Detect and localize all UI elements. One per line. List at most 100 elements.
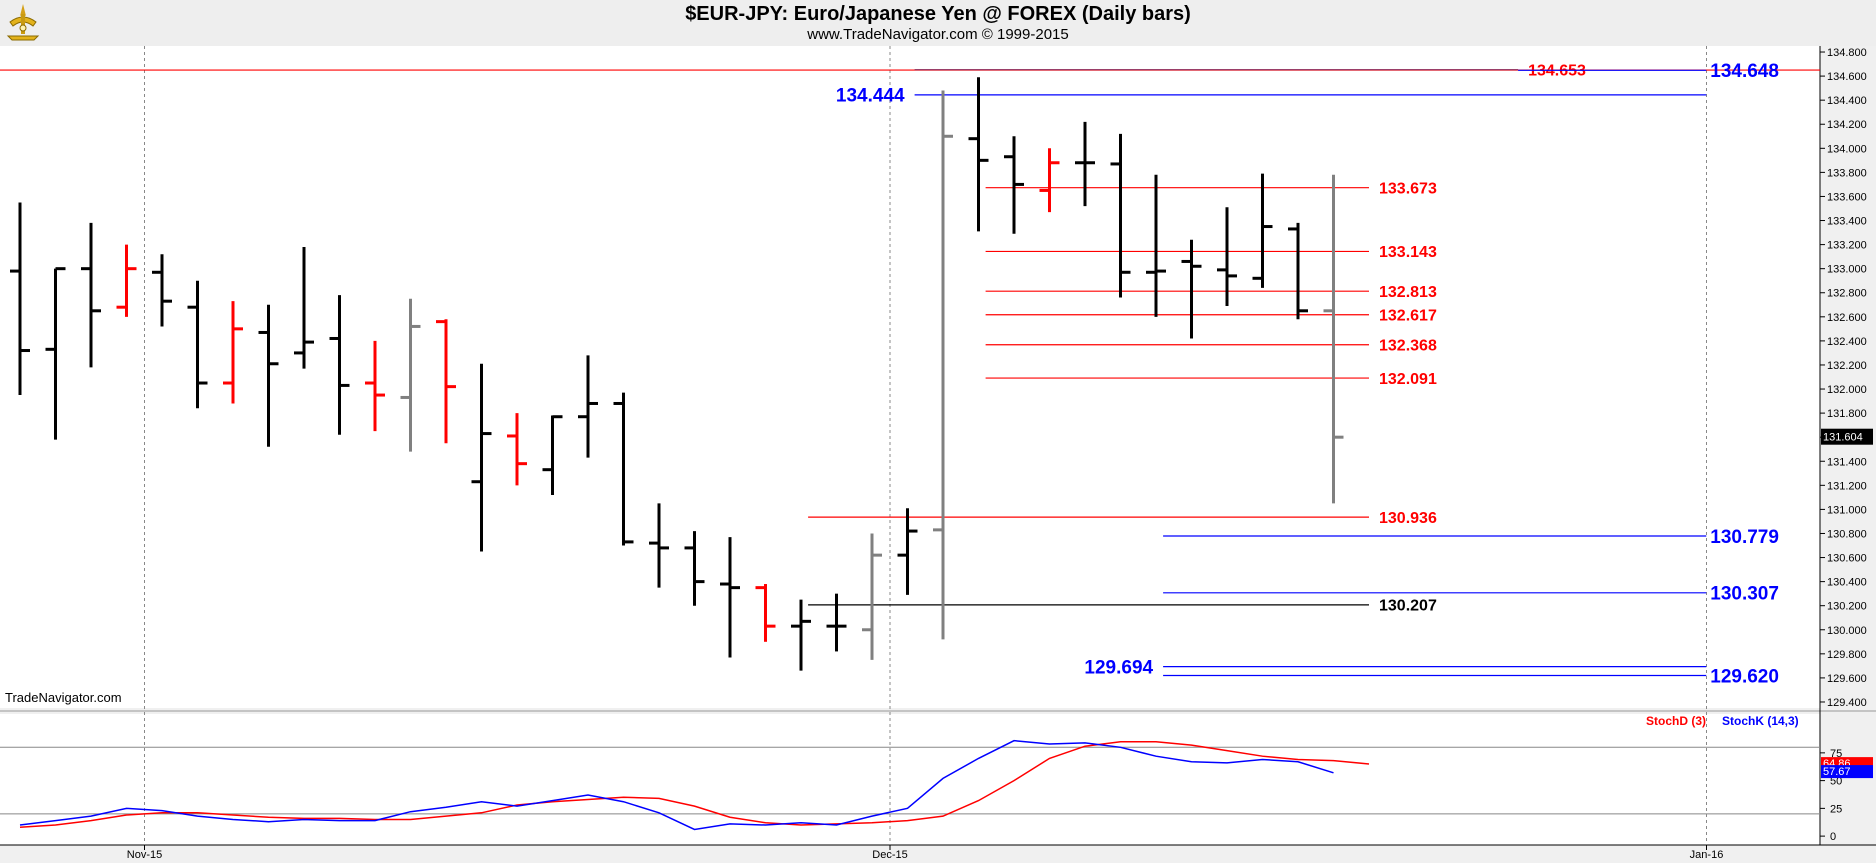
level-label: 134.648 (1710, 61, 1779, 82)
level-label: 132.091 (1379, 371, 1437, 388)
ohlc-bar (720, 537, 740, 658)
watermark-text: TradeNavigator.com (5, 690, 122, 705)
y-tick-label: 129.600 (1827, 673, 1867, 685)
ohlc-bar (294, 247, 314, 369)
ohlc-bar (10, 202, 30, 396)
y-tick-label: 132.000 (1827, 384, 1867, 396)
y-tick-label: 131.400 (1827, 456, 1867, 468)
ohlc-bar (436, 319, 456, 444)
level-label: 134.653 (1528, 62, 1586, 79)
ohlc-bar (613, 392, 634, 546)
y-tick-label: 129.400 (1827, 697, 1867, 709)
y-tick-label: 131.800 (1827, 408, 1867, 420)
level-label: 130.307 (1710, 584, 1779, 605)
y-tick-label: 133.800 (1827, 167, 1867, 179)
level-label: 134.444 (836, 86, 905, 107)
ohlc-bar (152, 254, 172, 327)
osc-value-tag (1821, 765, 1873, 779)
osc-series-line (19, 741, 1370, 828)
y-tick-label: 131.000 (1827, 504, 1867, 516)
y-tick-label: 130.600 (1827, 553, 1867, 565)
osc-tick-label: 50 (1830, 776, 1842, 788)
y-tick-label: 131.200 (1827, 480, 1867, 492)
level-label: 130.936 (1379, 510, 1437, 527)
y-tick-label: 132.400 (1827, 336, 1867, 348)
price-panel-background (0, 46, 1820, 708)
ohlc-bar (1288, 222, 1308, 320)
ohlc-bar (1323, 174, 1344, 504)
level-label: 132.368 (1379, 338, 1437, 355)
y-tick-label: 132.600 (1827, 312, 1867, 324)
osc-legend-entry: StochD (3) (1646, 714, 1706, 728)
y-tick-label: 134.200 (1827, 119, 1867, 131)
ohlc-bar (1217, 207, 1237, 306)
trade-navigator-logo-icon (6, 4, 40, 41)
ohlc-bar (329, 295, 350, 435)
ohlc-bar (45, 267, 66, 440)
osc-series-line (19, 739, 1334, 831)
ohlc-bar (578, 355, 598, 458)
x-tick-label: Jan-16 (1690, 849, 1724, 861)
y-tick-label: 134.400 (1827, 95, 1867, 107)
y-tick-label: 133.000 (1827, 264, 1867, 276)
ohlc-bar (1075, 121, 1095, 207)
ohlc-bar (365, 340, 385, 432)
ohlc-bar (223, 301, 243, 404)
last-price-tag (1821, 428, 1873, 445)
last-price-label: 131.604 (1823, 432, 1863, 444)
y-tick-label: 129.800 (1827, 649, 1867, 661)
level-label: 132.617 (1379, 308, 1437, 325)
ohlc-bar (862, 533, 882, 660)
y-tick-label: 133.600 (1827, 191, 1867, 203)
oscillator-panel-background (0, 714, 1820, 845)
ohlc-bar (542, 415, 563, 495)
level-label: 130.207 (1379, 598, 1437, 615)
ohlc-bar (81, 222, 101, 368)
y-tick-label: 130.800 (1827, 528, 1867, 540)
y-tick-label: 133.400 (1827, 216, 1867, 228)
ohlc-bar (1110, 133, 1131, 298)
ohlc-bar (1146, 174, 1166, 317)
ohlc-bar (684, 531, 705, 606)
y-tick-label: 134.800 (1827, 47, 1867, 59)
ohlc-bar (1039, 148, 1060, 213)
y-tick-label: 132.800 (1827, 288, 1867, 300)
ohlc-bar (400, 298, 421, 452)
ohlc-bar (1252, 173, 1273, 288)
osc-tick-label: 0 (1830, 831, 1836, 843)
y-tick-label: 130.200 (1827, 601, 1867, 613)
ohlc-bar (1004, 136, 1024, 234)
level-label: 129.694 (1084, 657, 1153, 678)
y-tick-label: 134.000 (1827, 143, 1867, 155)
osc-legend-entry: StochK (14,3) (1722, 714, 1799, 728)
ohlc-bar (826, 593, 847, 652)
x-tick-label: Dec-15 (872, 849, 907, 861)
ohlc-bar (187, 280, 208, 409)
ohlc-bar (116, 244, 137, 317)
level-label: 129.620 (1710, 666, 1779, 687)
y-tick-label: 132.200 (1827, 360, 1867, 372)
ohlc-bar (507, 413, 527, 486)
osc-value-label: 57.67 (1823, 766, 1851, 778)
level-label: 133.673 (1379, 180, 1437, 197)
ohlc-bar (791, 599, 811, 671)
chart-subtitle: www.TradeNavigator.com © 1999-2015 (807, 26, 1069, 43)
osc-tick-label: 25 (1830, 803, 1842, 815)
y-tick-label: 133.200 (1827, 240, 1867, 252)
ohlc-bar (755, 584, 776, 642)
y-tick-label: 130.000 (1827, 625, 1867, 637)
title-bar: $EUR-JPY: Euro/Japanese Yen @ FOREX (Dai… (0, 0, 1876, 46)
ohlc-bar (471, 363, 492, 552)
value-axis-background (1820, 46, 1876, 845)
ohlc-bar (1181, 239, 1202, 339)
ohlc-bar (933, 90, 953, 640)
ohlc-bar (258, 304, 279, 447)
level-label: 133.143 (1379, 244, 1437, 261)
level-label: 130.779 (1710, 527, 1779, 548)
ohlc-bar (968, 77, 989, 232)
y-tick-label: 130.400 (1827, 577, 1867, 589)
x-tick-label: Nov-15 (127, 849, 162, 861)
y-tick-label: 134.600 (1827, 71, 1867, 83)
